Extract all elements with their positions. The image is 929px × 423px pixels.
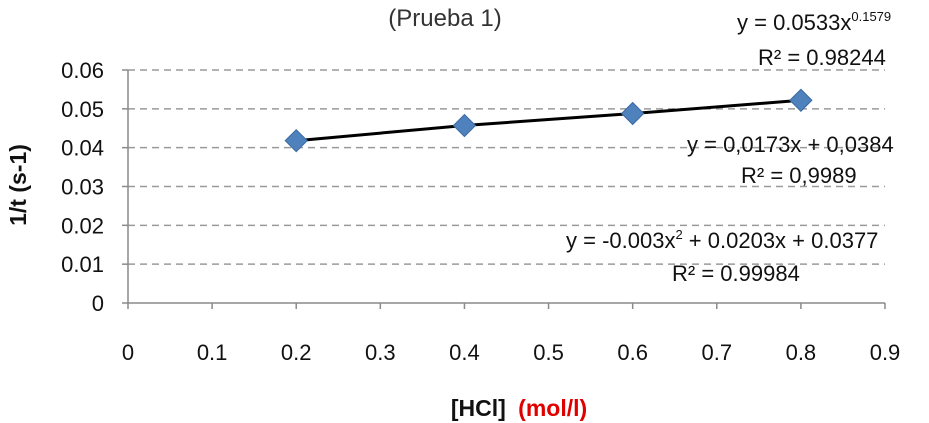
axes <box>122 69 886 309</box>
data-point-3 <box>789 88 813 112</box>
y-tick-label-1: 0.01 <box>61 252 104 277</box>
x-tick-label-4: 0.4 <box>449 340 480 365</box>
y-tick-labels: 0 0.01 0.02 0.03 0.04 0.05 0.06 <box>61 58 104 316</box>
y-axis-label: 1/t (s-1) <box>5 144 31 226</box>
x-tick-label-9: 0.9 <box>870 340 901 365</box>
trendline-path <box>296 98 802 143</box>
poly-equation-sup: 2 <box>675 227 682 242</box>
annotation-poly: y = -0.003x2 + 0.0203x + 0.0377 R² = 0.9… <box>566 227 878 286</box>
x-tick-label-0: 0 <box>122 340 134 365</box>
power-equation-base: y = 0.0533x <box>737 10 851 35</box>
x-axis-label-main: [HCl] <box>451 395 506 421</box>
y-tick-label-2: 0.02 <box>61 213 104 238</box>
trendline <box>296 98 802 143</box>
power-r2: R² = 0.98244 <box>758 45 886 70</box>
x-tick-label-2: 0.2 <box>281 340 312 365</box>
x-tick-label-3: 0.3 <box>365 340 396 365</box>
x-tick-label-6: 0.6 <box>617 340 648 365</box>
poly-r2: R² = 0.99984 <box>672 261 800 286</box>
power-equation: y = 0.0533x0.1579 <box>737 9 891 35</box>
y-tick-label-0: 0 <box>92 291 104 316</box>
y-tick-label-5: 0.05 <box>61 97 104 122</box>
y-tick-label-4: 0.04 <box>61 136 104 161</box>
x-axis-label-unit: (mol/l) <box>518 395 587 421</box>
x-tick-label-1: 0.1 <box>197 340 228 365</box>
x-axis-label: [HCl] (mol/l) <box>451 395 587 421</box>
data-point-0 <box>284 128 308 153</box>
y-tick-label-6: 0.06 <box>61 58 104 83</box>
x-tick-label-8: 0.8 <box>786 340 817 365</box>
x-tick-labels: 0 0.1 0.2 0.3 0.4 0.5 0.6 0.7 0.8 0.9 <box>122 340 900 365</box>
poly-equation-part1: y = -0.003x <box>566 228 675 253</box>
linear-equation: y = 0,0173x + 0,0384 <box>687 132 894 157</box>
y-tick-label-3: 0.03 <box>61 175 104 200</box>
data-point-1 <box>452 113 477 138</box>
poly-equation: y = -0.003x2 + 0.0203x + 0.0377 <box>566 227 878 253</box>
data-points <box>284 88 813 153</box>
poly-equation-part2: + 0.0203x + 0.0377 <box>683 228 879 253</box>
power-equation-exponent: 0.1579 <box>851 9 891 24</box>
linear-r2: R² = 0,9989 <box>741 163 857 188</box>
data-point-2 <box>620 101 645 126</box>
x-tick-label-7: 0.7 <box>701 340 732 365</box>
annotation-linear: y = 0,0173x + 0,0384 R² = 0,9989 <box>687 132 894 188</box>
chart-title: (Prueba 1) <box>388 5 501 32</box>
x-tick-label-5: 0.5 <box>533 340 564 365</box>
grid-lines <box>128 69 885 265</box>
annotation-power: y = 0.0533x0.1579 R² = 0.98244 <box>737 9 891 70</box>
